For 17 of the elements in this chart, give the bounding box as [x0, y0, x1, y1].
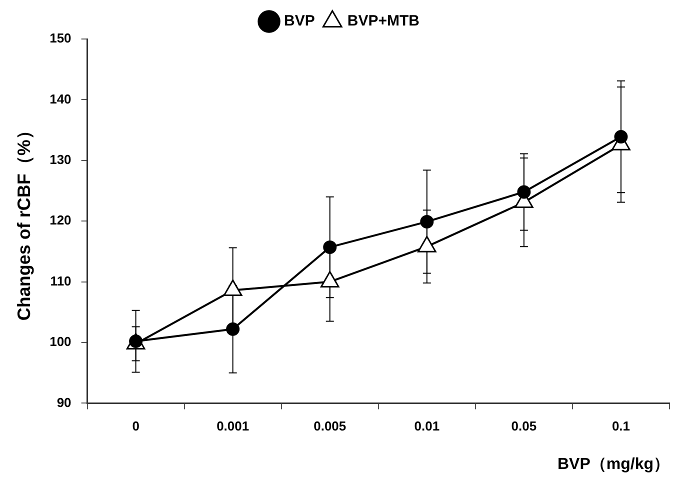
- x-tick-label: 0: [132, 418, 140, 434]
- y-tick-label: 100: [50, 334, 72, 350]
- y-tick-label: 150: [50, 30, 72, 46]
- y-tick-label: 120: [50, 212, 72, 228]
- x-tick-label: 0.1: [612, 418, 630, 434]
- y-tick-label: 110: [50, 273, 72, 288]
- x-tick-label: 0.05: [511, 418, 537, 434]
- y-tick-label: 140: [50, 91, 72, 106]
- y-tick-label: 90: [56, 394, 72, 410]
- x-tick-label: 0.01: [414, 418, 440, 434]
- x-tick-label: 0.001: [216, 418, 250, 434]
- y-tick-label: 130: [50, 152, 72, 167]
- legend-label: BVP: [284, 12, 315, 30]
- x-tick-label: 0.005: [314, 418, 346, 434]
- legend-label: BVP+MTB: [347, 12, 420, 30]
- y-axis-title: Changes of rCBF（%）: [14, 122, 34, 321]
- x-axis-title: BVP（mg/kg）: [557, 456, 670, 473]
